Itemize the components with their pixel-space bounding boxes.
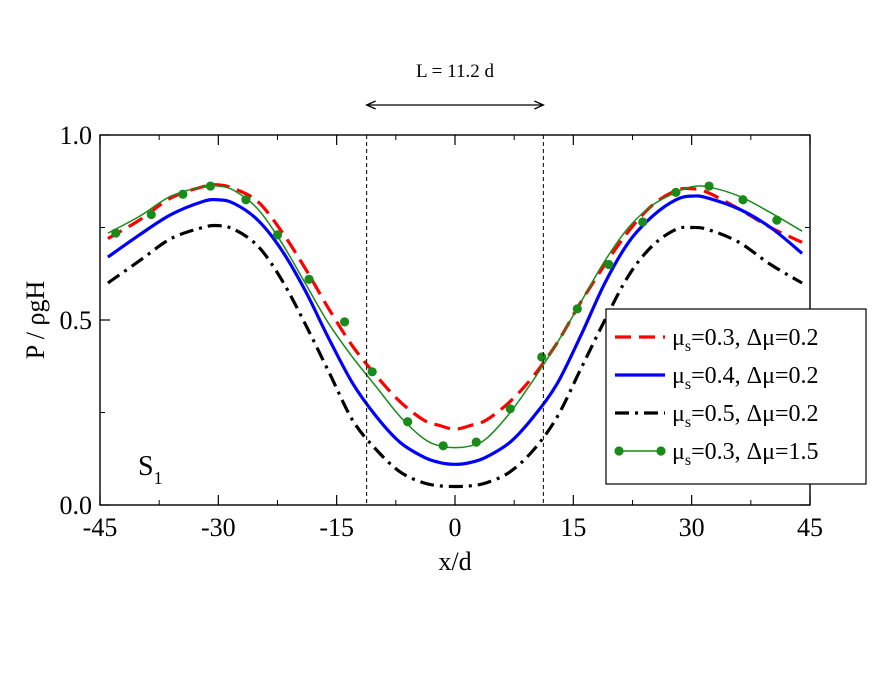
series-marker bbox=[572, 304, 582, 314]
l-boundary-lines bbox=[366, 135, 544, 505]
series-marker bbox=[367, 367, 377, 377]
series-group bbox=[106, 181, 804, 489]
legend-label-1: μs=0.3, Δμ=0.2 bbox=[672, 325, 818, 355]
x-tick-label: 0 bbox=[449, 513, 462, 542]
series-marker bbox=[178, 189, 188, 199]
series-marker bbox=[146, 209, 156, 220]
series-marker bbox=[505, 404, 515, 414]
y-tick-label: 1.0 bbox=[60, 121, 93, 150]
y-axis-title: P / ρgH bbox=[21, 281, 50, 360]
series-line-3 bbox=[106, 223, 803, 489]
series-marker bbox=[241, 195, 251, 205]
y-tick-label: 0.5 bbox=[60, 306, 93, 335]
y-tick-label: 0.0 bbox=[60, 491, 93, 520]
legend-marker bbox=[614, 446, 624, 456]
series-marker bbox=[111, 228, 121, 238]
series-marker bbox=[537, 352, 547, 362]
legend-label-2: μs=0.4, Δμ=0.2 bbox=[672, 363, 818, 393]
x-tick-label: -45 bbox=[83, 513, 118, 542]
x-tick-label: -30 bbox=[201, 513, 236, 542]
x-tick-label: 15 bbox=[560, 513, 586, 542]
x-tick-label: 45 bbox=[797, 513, 823, 542]
series-line-2 bbox=[106, 194, 804, 466]
x-tick-label: 30 bbox=[679, 513, 705, 542]
length-annotation-label: L = 11.2 d bbox=[416, 61, 494, 82]
series-marker bbox=[272, 230, 283, 240]
series-marker bbox=[704, 181, 714, 191]
x-axis-title: x/d bbox=[438, 547, 471, 576]
panel-label: S1 bbox=[138, 451, 163, 488]
series-marker bbox=[205, 181, 216, 191]
series-marker bbox=[339, 317, 350, 327]
length-arrow-head-right bbox=[534, 100, 545, 110]
series-marker bbox=[471, 437, 481, 447]
length-annotation: L = 11.2 d bbox=[365, 61, 545, 110]
series-marker bbox=[403, 417, 413, 427]
legend: μs=0.3, Δμ=0.2 μs=0.4, Δμ=0.2 μs=0.5, Δμ=0… bbox=[605, 308, 867, 485]
series-marker bbox=[671, 187, 681, 197]
series-marker bbox=[438, 441, 448, 451]
legend-label-4: μs=0.3, Δμ=1.5 bbox=[672, 439, 818, 469]
series-marker bbox=[638, 217, 648, 227]
series-marker bbox=[738, 195, 748, 205]
x-tick-label: -15 bbox=[319, 513, 354, 542]
legend-label-3: μs=0.5, Δμ=0.2 bbox=[672, 401, 818, 431]
legend-marker bbox=[656, 446, 666, 456]
series-marker bbox=[772, 215, 782, 225]
length-arrow-head-left bbox=[365, 100, 376, 110]
series-marker bbox=[304, 274, 314, 284]
series-marker bbox=[604, 259, 614, 270]
